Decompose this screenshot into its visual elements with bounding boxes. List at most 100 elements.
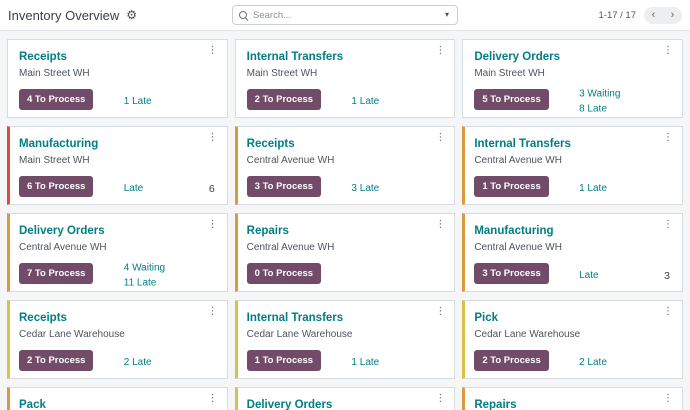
status-links: 1 Late	[579, 182, 607, 197]
late-label-link[interactable]: Late	[123, 182, 144, 194]
card-title-link[interactable]: Delivery Orders	[19, 225, 105, 237]
kebab-menu-icon[interactable]: ⋮	[435, 393, 446, 404]
card-actions-row: 0 To Process	[246, 263, 445, 289]
status-links: 2 Late	[579, 356, 607, 371]
to-process-button[interactable]: 7 To Process	[19, 263, 94, 284]
to-process-button[interactable]: 3 To Process	[246, 176, 322, 197]
operation-card[interactable]: Pack ⋮	[7, 387, 228, 410]
card-title-link[interactable]: Repairs	[246, 225, 289, 237]
status-link[interactable]: 4 Waiting	[123, 262, 166, 274]
operation-card[interactable]: Internal Transfers ⋮ Central Avenue WH 1…	[462, 126, 683, 205]
card-title-link[interactable]: Delivery Orders	[474, 51, 560, 63]
card-actions-row: 2 To Process 1 Late	[246, 89, 445, 115]
to-process-button[interactable]: 2 To Process	[474, 350, 549, 371]
kebab-menu-icon[interactable]: ⋮	[435, 219, 446, 230]
kebab-menu-icon[interactable]: ⋮	[207, 306, 218, 317]
gear-icon[interactable]: ⚙	[126, 8, 138, 22]
kebab-menu-icon[interactable]: ⋮	[663, 306, 673, 317]
operation-card[interactable]: Delivery Orders ⋮ Central Avenue WH 7 To…	[7, 213, 228, 292]
card-title-link[interactable]: Receipts	[19, 312, 67, 324]
kebab-menu-icon[interactable]: ⋮	[435, 132, 446, 143]
operation-card[interactable]: Repairs ⋮ Central Avenue WH 0 To Process	[234, 213, 456, 292]
card-title-link[interactable]: Delivery Orders	[246, 399, 333, 410]
breadcrumb: Inventory Overview ⚙	[8, 8, 137, 23]
operation-card[interactable]: Receipts ⋮ Cedar Lane Warehouse 2 To Pro…	[7, 300, 228, 379]
to-process-button[interactable]: 6 To Process	[19, 176, 94, 197]
kanban-grid: Receipts ⋮ Main Street WH 4 To Process 1…	[0, 31, 690, 410]
card-title-link[interactable]: Pack	[19, 399, 46, 410]
late-label-link[interactable]: Late	[579, 269, 599, 281]
operation-card[interactable]: Receipts ⋮ Main Street WH 4 To Process 1…	[7, 39, 228, 118]
late-count-value: 6	[208, 183, 215, 195]
kebab-menu-icon[interactable]: ⋮	[207, 45, 218, 56]
to-process-button[interactable]: 2 To Process	[246, 89, 322, 110]
status-links: Late	[579, 269, 598, 284]
card-title-link[interactable]: Receipts	[19, 51, 67, 63]
pager-previous-button[interactable]: ‹	[644, 6, 663, 24]
to-process-button[interactable]: 5 To Process	[474, 89, 549, 110]
search-dropdown-toggle[interactable]: ▾	[437, 9, 451, 21]
search-input[interactable]	[253, 9, 437, 21]
to-process-button[interactable]: 4 To Process	[19, 89, 94, 110]
card-title-link[interactable]: Repairs	[474, 399, 517, 410]
search-icon	[239, 10, 248, 20]
warehouse-name: Main Street WH	[19, 155, 90, 166]
card-title-link[interactable]: Receipts	[246, 138, 295, 150]
status-link[interactable]: 1 Late	[579, 182, 607, 194]
kebab-menu-icon[interactable]: ⋮	[663, 45, 673, 56]
to-process-button[interactable]: 2 To Process	[19, 350, 94, 371]
card-title-link[interactable]: Internal Transfers	[246, 312, 344, 324]
status-link[interactable]: 3 Late	[351, 182, 380, 194]
warehouse-name: Main Street WH	[474, 68, 545, 79]
card-actions-row: 4 To Process 1 Late	[19, 89, 217, 115]
status-link[interactable]: 2 Late	[579, 356, 607, 368]
to-process-button[interactable]: 3 To Process	[474, 263, 549, 284]
kebab-menu-icon[interactable]: ⋮	[663, 393, 673, 404]
operation-card[interactable]: Delivery Orders ⋮ Main Street WH 5 To Pr…	[462, 39, 683, 118]
card-title-link[interactable]: Manufacturing	[474, 225, 554, 237]
operation-card[interactable]: Manufacturing ⋮ Central Avenue WH 3 To P…	[462, 213, 683, 292]
operation-card[interactable]: Receipts ⋮ Central Avenue WH 3 To Proces…	[234, 126, 456, 205]
card-title-link[interactable]: Internal Transfers	[246, 51, 344, 63]
status-link[interactable]: 3 Waiting	[579, 88, 621, 100]
status-link[interactable]: 1 Late	[123, 95, 152, 107]
warehouse-name: Cedar Lane Warehouse	[246, 329, 353, 340]
warehouse-name: Cedar Lane Warehouse	[19, 329, 125, 340]
status-link[interactable]: 11 Late	[123, 277, 157, 288]
status-links: 1 Late	[124, 95, 152, 110]
pager-buttons: ‹ ›	[644, 6, 682, 24]
card-title-link[interactable]: Manufacturing	[19, 138, 99, 150]
card-title-link[interactable]: Pick	[474, 312, 498, 324]
kebab-menu-icon[interactable]: ⋮	[207, 393, 218, 404]
status-link[interactable]: 1 Late	[351, 356, 380, 368]
card-title-link[interactable]: Internal Transfers	[474, 138, 571, 150]
operation-card[interactable]: Repairs ⋮	[462, 387, 683, 410]
status-link[interactable]: 1 Late	[351, 95, 380, 107]
warehouse-name: Central Avenue WH	[246, 242, 335, 253]
operation-card[interactable]: Internal Transfers ⋮ Main Street WH 2 To…	[234, 39, 456, 118]
pager-next-button[interactable]: ›	[663, 6, 682, 24]
kebab-menu-icon[interactable]: ⋮	[207, 132, 218, 143]
warehouse-name: Central Avenue WH	[246, 155, 335, 166]
kebab-menu-icon[interactable]: ⋮	[663, 132, 673, 143]
status-link[interactable]: 8 Late	[579, 103, 607, 114]
operation-card[interactable]: Manufacturing ⋮ Main Street WH 6 To Proc…	[7, 126, 228, 205]
late-count-value: 3	[664, 270, 670, 282]
kebab-menu-icon[interactable]: ⋮	[663, 219, 673, 230]
to-process-button[interactable]: 0 To Process	[246, 263, 322, 284]
status-link[interactable]: 2 Late	[123, 356, 152, 368]
operation-card[interactable]: Internal Transfers ⋮ Cedar Lane Warehous…	[234, 300, 456, 379]
kebab-menu-icon[interactable]: ⋮	[435, 306, 446, 317]
card-actions-row: 5 To Process 3 Waiting 8 Late	[474, 89, 672, 115]
to-process-button[interactable]: 1 To Process	[246, 350, 322, 371]
warehouse-name: Main Street WH	[19, 68, 90, 79]
operation-card[interactable]: Pick ⋮ Cedar Lane Warehouse 2 To Process…	[462, 300, 683, 379]
search-bar[interactable]: ▾	[232, 5, 458, 25]
to-process-button[interactable]: 1 To Process	[474, 176, 549, 197]
operation-card[interactable]: Delivery Orders ⋮	[234, 387, 456, 410]
warehouse-name: Cedar Lane Warehouse	[474, 329, 581, 340]
kebab-menu-icon[interactable]: ⋮	[207, 219, 218, 230]
kebab-menu-icon[interactable]: ⋮	[435, 45, 446, 56]
warehouse-name: Central Avenue WH	[19, 242, 107, 253]
